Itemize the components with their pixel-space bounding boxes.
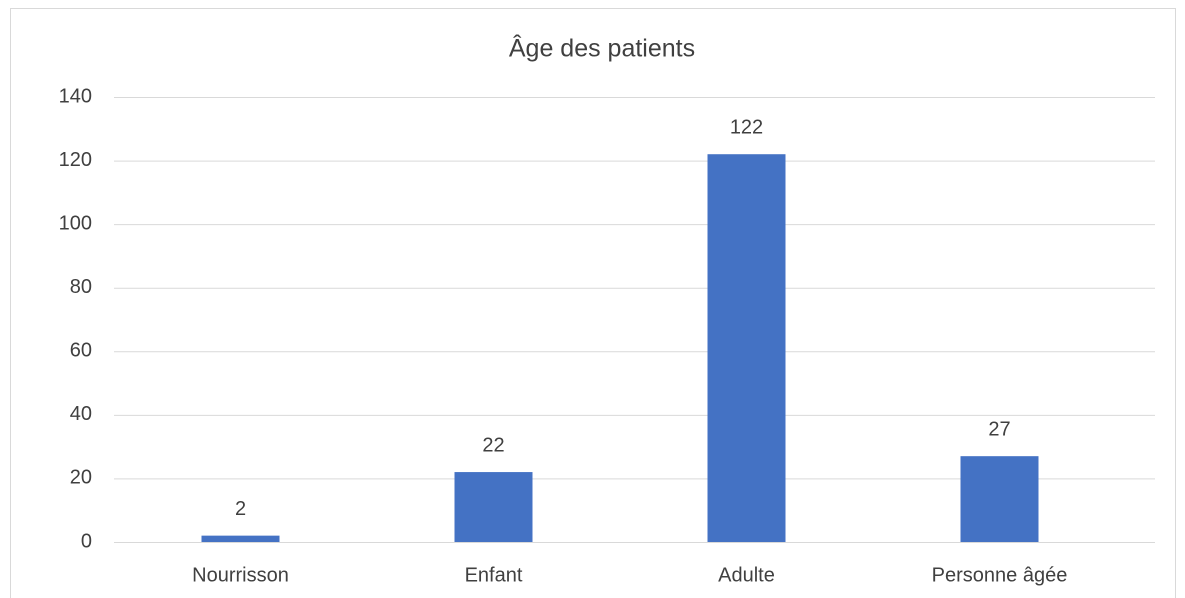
y-tick-label: 40	[70, 403, 92, 425]
y-tick-label: 80	[70, 276, 92, 298]
bar	[201, 535, 280, 542]
x-tick-label: Adulte	[718, 564, 775, 586]
y-tick-label: 120	[59, 149, 92, 171]
y-tick-label: 60	[70, 340, 92, 362]
y-tick-label: 140	[59, 85, 92, 107]
bar	[707, 154, 786, 542]
bar	[960, 456, 1039, 542]
x-tick-label: Personne âgée	[932, 564, 1068, 586]
data-label: 2	[235, 498, 246, 520]
data-label: 27	[988, 418, 1010, 440]
x-tick-label: Nourrisson	[192, 564, 289, 586]
y-tick-label: 100	[59, 212, 92, 234]
y-tick-label: 20	[70, 467, 92, 489]
data-label: 122	[730, 116, 763, 138]
y-tick-label: 0	[81, 530, 92, 552]
bar	[454, 472, 533, 542]
chart-title: Âge des patients	[509, 34, 695, 63]
data-label: 22	[482, 434, 504, 456]
x-tick-label: Enfant	[465, 564, 523, 586]
